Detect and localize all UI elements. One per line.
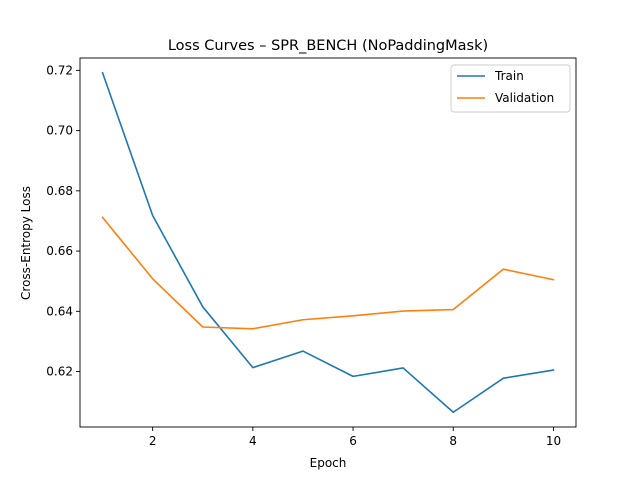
x-axis-label: Epoch xyxy=(310,456,347,470)
chart-title: Loss Curves – SPR_BENCH (NoPaddingMask) xyxy=(168,38,488,54)
x-tick-label: 4 xyxy=(249,434,257,448)
series-line-train xyxy=(101,71,555,414)
x-tick-label: 8 xyxy=(449,434,457,448)
y-axis-ticks: 0.62 0.64 0.66 0.68 0.70 0.72 xyxy=(46,63,80,379)
y-tick-label: 0.66 xyxy=(46,244,73,258)
x-tick-label: 2 xyxy=(149,434,157,448)
legend-label-validation: Validation xyxy=(495,91,554,105)
legend: Train Validation xyxy=(450,64,571,113)
x-axis-ticks: 2 4 6 8 10 xyxy=(149,427,561,448)
x-tick-label: 10 xyxy=(546,434,561,448)
legend-label-train: Train xyxy=(494,69,524,83)
y-tick-label: 0.68 xyxy=(46,184,73,198)
axes-frame xyxy=(79,57,577,428)
y-tick-label: 0.72 xyxy=(46,63,73,77)
y-tick-label: 0.70 xyxy=(46,124,73,138)
y-tick-label: 0.64 xyxy=(46,304,73,318)
y-axis-label: Cross-Entropy Loss xyxy=(19,186,33,300)
plot-area xyxy=(79,57,577,428)
series-line-validation xyxy=(101,216,555,330)
y-tick-label: 0.62 xyxy=(46,365,73,379)
x-tick-label: 6 xyxy=(349,434,357,448)
